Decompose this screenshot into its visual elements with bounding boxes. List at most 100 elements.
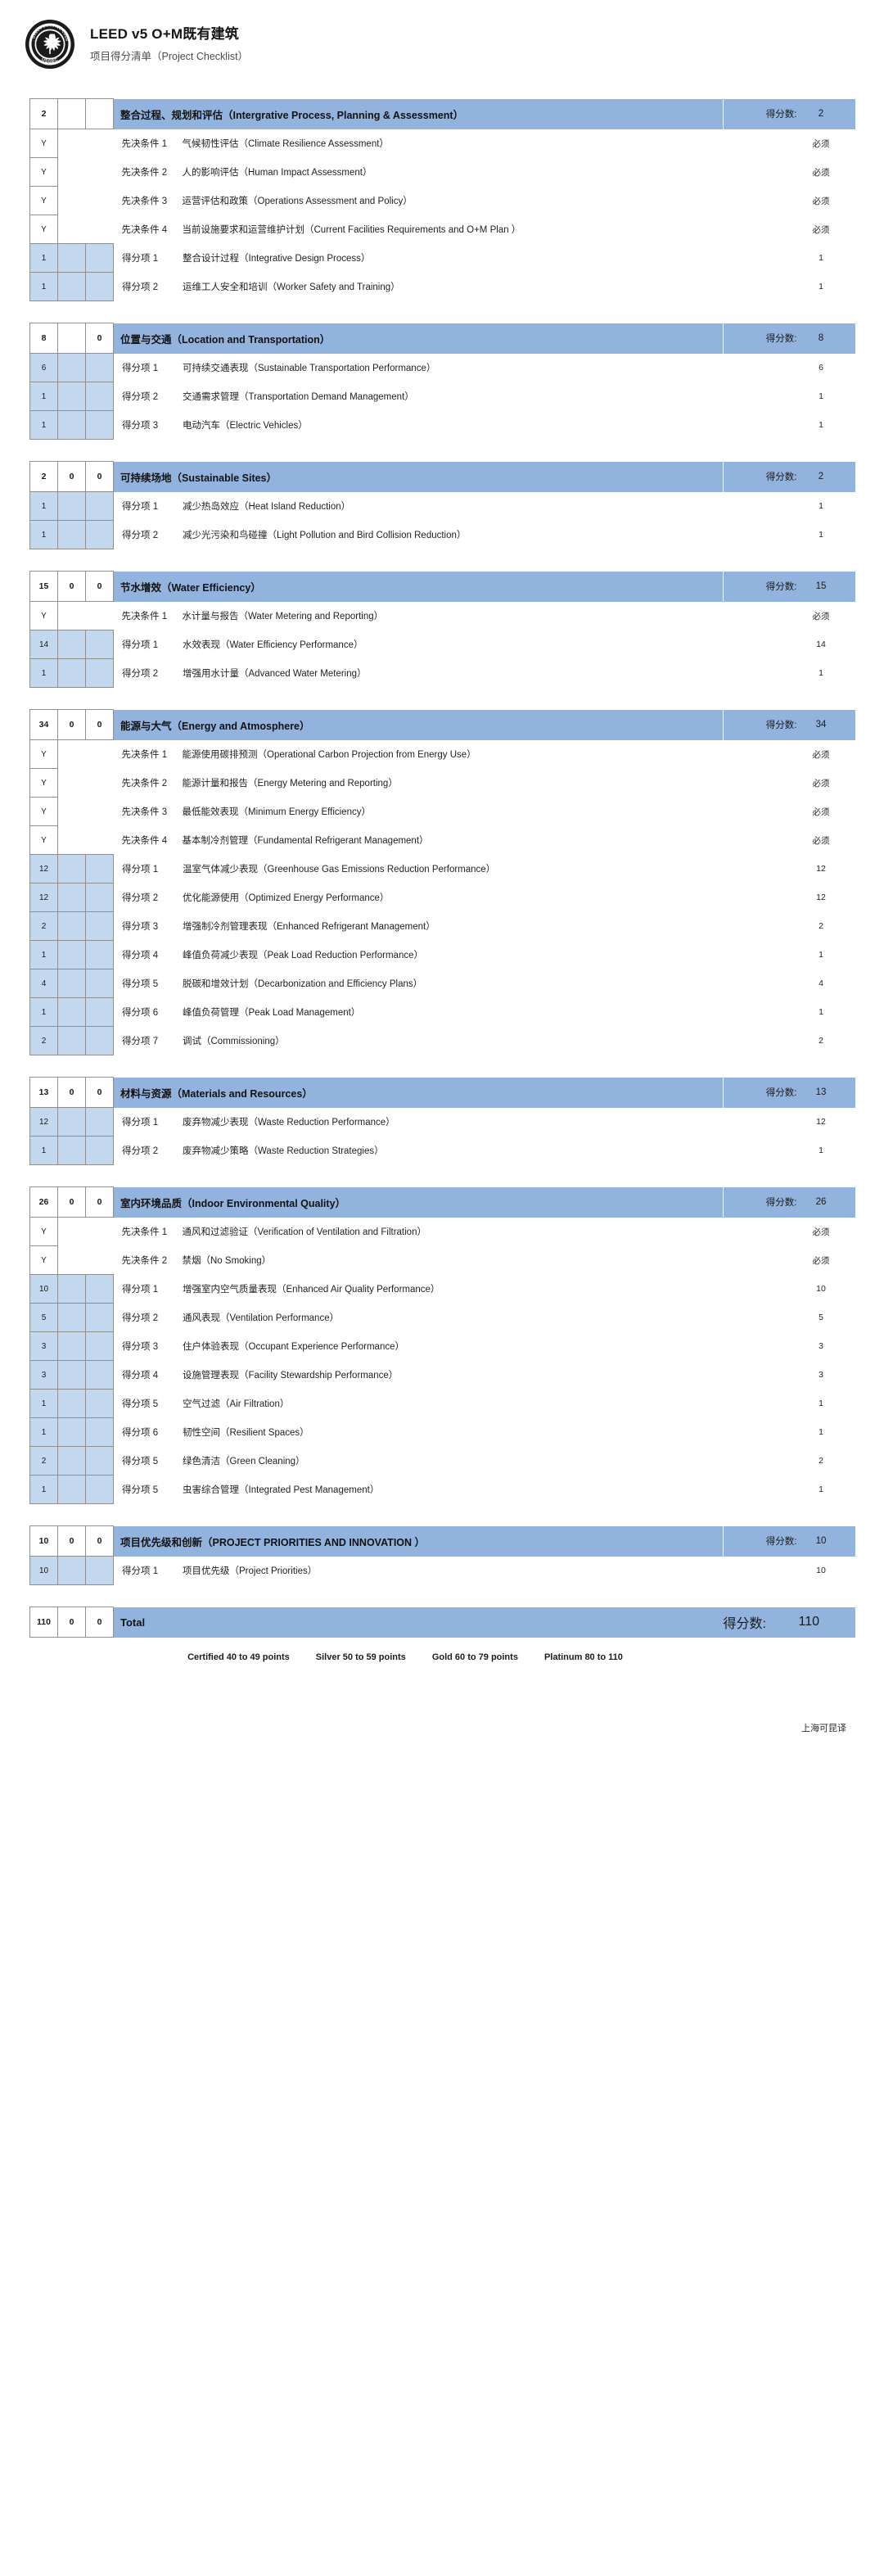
- row-score-input[interactable]: 1: [29, 520, 58, 549]
- row-maybe-cell[interactable]: [57, 1389, 86, 1418]
- row-score-input[interactable]: Y: [29, 601, 58, 630]
- row-maybe-cell[interactable]: [57, 630, 86, 659]
- category-score-col1[interactable]: 8: [29, 323, 58, 354]
- row-score-input[interactable]: Y: [29, 825, 58, 855]
- row-no-cell[interactable]: [85, 1417, 114, 1447]
- row-no-cell[interactable]: [85, 997, 114, 1027]
- row-maybe-cell[interactable]: [57, 1360, 86, 1390]
- row-no-cell[interactable]: [85, 1446, 114, 1476]
- row-score-input[interactable]: 12: [29, 1107, 58, 1137]
- row-no-cell[interactable]: [85, 243, 114, 273]
- row-score-input[interactable]: 1: [29, 491, 58, 521]
- category-score-col1[interactable]: 26: [29, 1186, 58, 1218]
- category-score-col2[interactable]: 0: [57, 1186, 86, 1218]
- row-score-input[interactable]: Y: [29, 768, 58, 798]
- row-no-cell[interactable]: [85, 1389, 114, 1418]
- row-maybe-cell[interactable]: [57, 1556, 86, 1585]
- row-score-input[interactable]: 1: [29, 658, 58, 688]
- row-score-input[interactable]: 1: [29, 272, 58, 301]
- row-maybe-cell[interactable]: [57, 382, 86, 411]
- row-maybe-cell[interactable]: [57, 1417, 86, 1447]
- row-score-input[interactable]: 2: [29, 1026, 58, 1055]
- row-maybe-cell[interactable]: [57, 353, 86, 382]
- row-score-input[interactable]: Y: [29, 186, 58, 215]
- category-score-col3[interactable]: 0: [85, 709, 114, 740]
- row-score-input[interactable]: 1: [29, 1136, 58, 1165]
- row-score-input[interactable]: Y: [29, 215, 58, 244]
- category-score-col3[interactable]: 0: [85, 1077, 114, 1108]
- row-score-input[interactable]: 2: [29, 911, 58, 941]
- row-score-input[interactable]: 1: [29, 940, 58, 969]
- row-score-input[interactable]: Y: [29, 129, 58, 158]
- category-score-col2[interactable]: [57, 323, 86, 354]
- row-maybe-cell[interactable]: [57, 940, 86, 969]
- row-no-cell[interactable]: [85, 1331, 114, 1361]
- row-no-cell[interactable]: [85, 1360, 114, 1390]
- category-score-col2[interactable]: 0: [57, 461, 86, 492]
- row-no-cell[interactable]: [85, 940, 114, 969]
- row-no-cell[interactable]: [85, 382, 114, 411]
- row-no-cell[interactable]: [85, 630, 114, 659]
- category-score-col3[interactable]: 0: [85, 1525, 114, 1557]
- row-score-input[interactable]: 3: [29, 1360, 58, 1390]
- category-score-col1[interactable]: 34: [29, 709, 58, 740]
- row-score-input[interactable]: 1: [29, 1417, 58, 1447]
- row-score-input[interactable]: 1: [29, 1389, 58, 1418]
- row-maybe-cell[interactable]: [57, 911, 86, 941]
- row-maybe-cell[interactable]: [57, 520, 86, 549]
- row-no-cell[interactable]: [85, 1274, 114, 1304]
- category-score-col2[interactable]: 0: [57, 571, 86, 602]
- row-score-input[interactable]: 14: [29, 630, 58, 659]
- row-maybe-cell[interactable]: [57, 272, 86, 301]
- row-score-input[interactable]: 10: [29, 1556, 58, 1585]
- row-no-cell[interactable]: [85, 272, 114, 301]
- row-no-cell[interactable]: [85, 854, 114, 884]
- row-maybe-cell[interactable]: [57, 854, 86, 884]
- category-score-col1[interactable]: 13: [29, 1077, 58, 1108]
- row-no-cell[interactable]: [85, 353, 114, 382]
- row-score-input[interactable]: 4: [29, 969, 58, 998]
- row-no-cell[interactable]: [85, 1026, 114, 1055]
- row-score-input[interactable]: 2: [29, 1446, 58, 1476]
- row-no-cell[interactable]: [85, 1107, 114, 1137]
- category-score-col1[interactable]: 15: [29, 571, 58, 602]
- category-score-col1[interactable]: 2: [29, 461, 58, 492]
- row-score-input[interactable]: Y: [29, 1245, 58, 1275]
- row-maybe-cell[interactable]: [57, 1107, 86, 1137]
- category-score-col3[interactable]: 0: [85, 461, 114, 492]
- category-score-col2[interactable]: [57, 98, 86, 129]
- row-maybe-cell[interactable]: [57, 1303, 86, 1332]
- row-maybe-cell[interactable]: [57, 1274, 86, 1304]
- row-no-cell[interactable]: [85, 1136, 114, 1165]
- row-no-cell[interactable]: [85, 883, 114, 912]
- row-maybe-cell[interactable]: [57, 1446, 86, 1476]
- row-no-cell[interactable]: [85, 911, 114, 941]
- row-score-input[interactable]: 3: [29, 1331, 58, 1361]
- row-no-cell[interactable]: [85, 969, 114, 998]
- row-score-input[interactable]: 1: [29, 382, 58, 411]
- row-score-input[interactable]: Y: [29, 797, 58, 826]
- row-maybe-cell[interactable]: [57, 1475, 86, 1504]
- row-maybe-cell[interactable]: [57, 969, 86, 998]
- category-score-col3[interactable]: 0: [85, 571, 114, 602]
- row-score-input[interactable]: 6: [29, 353, 58, 382]
- row-no-cell[interactable]: [85, 1475, 114, 1504]
- category-score-col2[interactable]: 0: [57, 1525, 86, 1557]
- row-no-cell[interactable]: [85, 520, 114, 549]
- row-score-input[interactable]: 1: [29, 410, 58, 440]
- category-score-col3[interactable]: [85, 98, 114, 129]
- row-maybe-cell[interactable]: [57, 658, 86, 688]
- row-score-input[interactable]: Y: [29, 739, 58, 769]
- row-score-input[interactable]: Y: [29, 1217, 58, 1246]
- category-score-col3[interactable]: 0: [85, 323, 114, 354]
- row-score-input[interactable]: 12: [29, 854, 58, 884]
- category-score-col1[interactable]: 2: [29, 98, 58, 129]
- row-maybe-cell[interactable]: [57, 410, 86, 440]
- row-no-cell[interactable]: [85, 658, 114, 688]
- row-maybe-cell[interactable]: [57, 1331, 86, 1361]
- row-score-input[interactable]: 1: [29, 1475, 58, 1504]
- row-maybe-cell[interactable]: [57, 1136, 86, 1165]
- row-score-input[interactable]: 1: [29, 997, 58, 1027]
- category-score-col1[interactable]: 10: [29, 1525, 58, 1557]
- row-no-cell[interactable]: [85, 1556, 114, 1585]
